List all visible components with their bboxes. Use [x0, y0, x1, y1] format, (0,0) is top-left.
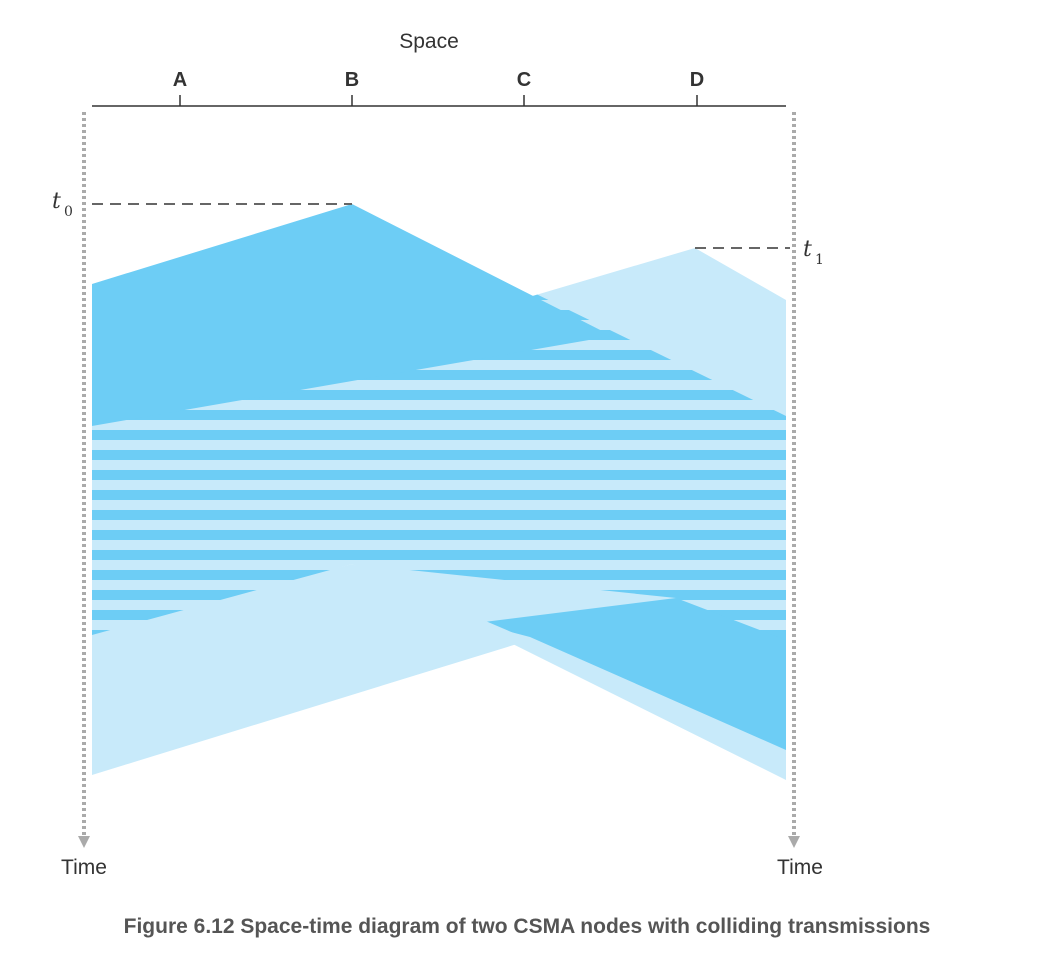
collision-stripe — [92, 470, 786, 480]
node-d-label: D — [690, 69, 704, 91]
collision-stripe — [92, 390, 786, 400]
node-b: B — [345, 69, 359, 106]
figure-caption: Figure 6.12 Space-time diagram of two CS… — [123, 915, 931, 938]
node-c-label: C — [517, 69, 531, 91]
b-transmission-tail — [476, 598, 786, 750]
space-axis-label: Space — [399, 30, 459, 53]
time-arrow-right-icon — [788, 836, 800, 848]
node-d: D — [690, 69, 704, 106]
node-c: C — [517, 69, 531, 106]
t0-letter: t — [52, 189, 61, 214]
node-a: A — [173, 69, 187, 106]
collision-stripe — [92, 550, 786, 560]
collision-stripe — [92, 410, 786, 420]
time-label-right: Time — [777, 856, 823, 879]
time-label-left: Time — [61, 856, 107, 879]
collision-stripe — [92, 430, 786, 440]
b-late-light-wedge — [92, 564, 530, 775]
collision-stripe — [92, 770, 786, 780]
collision-stripe — [92, 370, 786, 380]
collision-stripe — [92, 510, 786, 520]
collision-stripe — [92, 450, 786, 460]
collision-stripe — [92, 750, 786, 760]
t1-letter: t — [803, 237, 812, 262]
b-transmission-wedge — [92, 204, 612, 426]
collision-stripe — [92, 490, 786, 500]
t1-subscript: 1 — [815, 252, 824, 268]
collision-stripe — [92, 530, 786, 540]
t0-subscript: 0 — [64, 204, 73, 220]
node-b-label: B — [345, 69, 359, 91]
collision-stripe — [92, 790, 786, 800]
t1-label: t 1 — [803, 237, 824, 268]
t0-label: t 0 — [52, 189, 73, 220]
time-arrow-left-icon — [78, 836, 90, 848]
node-a-label: A — [173, 69, 187, 91]
